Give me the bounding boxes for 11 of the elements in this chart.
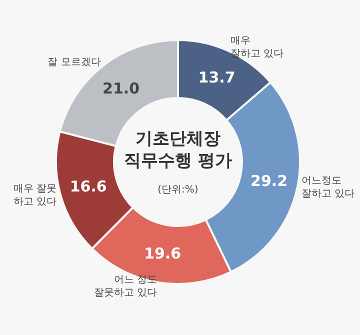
text: (단위:%) xyxy=(158,184,198,196)
text: 기초단체장 직무수행 평가 xyxy=(124,129,232,171)
data-label: 16.6 xyxy=(70,178,107,196)
slice-label: 어느정도 잘하고 있다 xyxy=(301,176,355,200)
data-label: 29.2 xyxy=(250,172,288,190)
slice-label: 매우 잘못 하고 있다 xyxy=(13,183,57,208)
slice-label: 잘 모르겠다 xyxy=(48,56,101,68)
data-label: 19.6 xyxy=(144,244,182,263)
data-label: 13.7 xyxy=(198,68,236,86)
slice-label: 매우 잘하고 있다 xyxy=(230,35,284,60)
data-label: 21.0 xyxy=(102,79,140,98)
